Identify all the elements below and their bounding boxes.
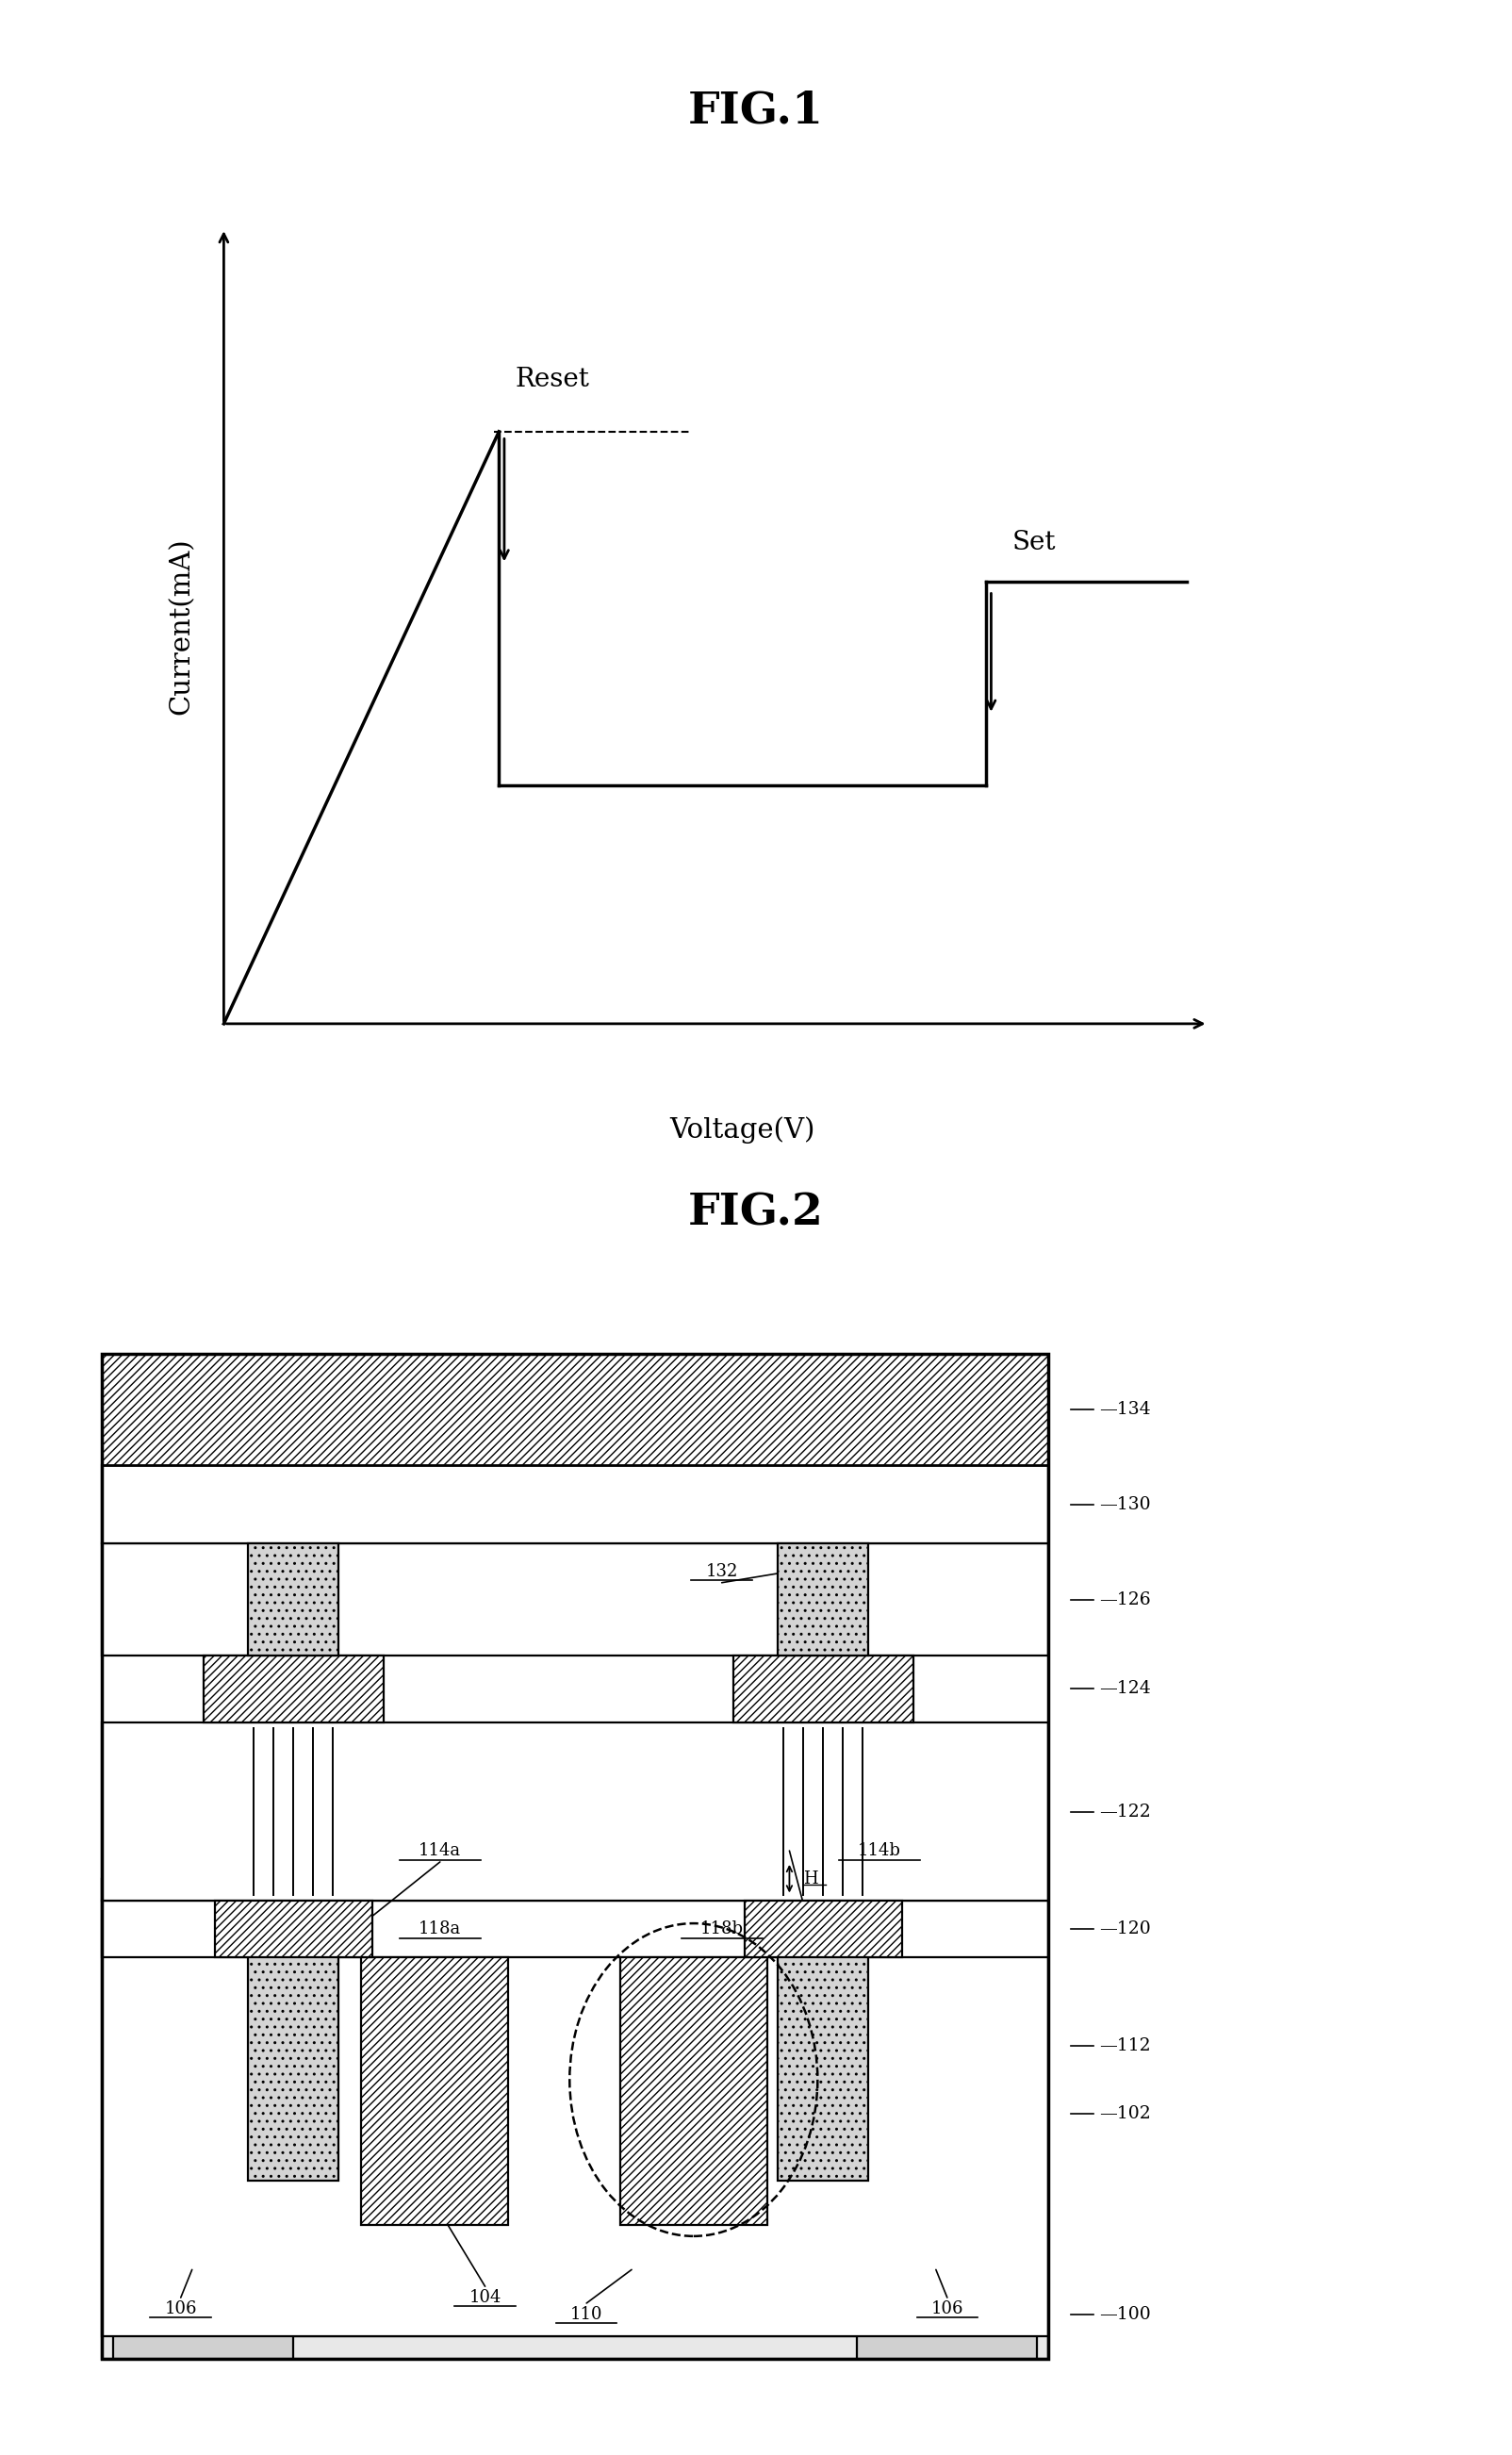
Text: FIG.1: FIG.1 <box>688 88 824 133</box>
Bar <box>733 1655 913 1723</box>
Bar <box>744 1900 903 1957</box>
Bar <box>101 2180 1049 2359</box>
Text: Reset: Reset <box>514 366 590 393</box>
Bar <box>361 1957 508 2224</box>
Bar <box>101 1353 1049 1466</box>
Text: 106: 106 <box>931 2300 963 2318</box>
Text: —130: —130 <box>1099 1495 1151 1512</box>
Text: 106: 106 <box>165 2300 197 2318</box>
Text: Current(mA): Current(mA) <box>168 538 195 714</box>
Bar <box>779 1544 868 1655</box>
Text: FIG.2: FIG.2 <box>688 1191 824 1235</box>
Text: Voltage(V): Voltage(V) <box>670 1117 815 1144</box>
Bar <box>101 1466 1049 1544</box>
Text: 118a: 118a <box>419 1920 461 1937</box>
Bar <box>857 2202 1037 2359</box>
Text: —124: —124 <box>1099 1679 1151 1696</box>
Bar <box>620 1957 767 2224</box>
Bar <box>248 1544 339 1655</box>
Text: —126: —126 <box>1099 1591 1151 1608</box>
Bar <box>203 1655 384 1723</box>
Text: —120: —120 <box>1099 1920 1151 1937</box>
Bar <box>101 1878 1049 2337</box>
Text: —102: —102 <box>1099 2104 1151 2121</box>
Text: Set: Set <box>1013 530 1055 555</box>
Bar <box>779 1935 868 2180</box>
Text: H: H <box>803 1871 818 1888</box>
Bar <box>113 2202 293 2359</box>
Bar <box>101 1353 1049 2359</box>
Text: —112: —112 <box>1099 2038 1151 2055</box>
Bar <box>101 1900 1049 1957</box>
Bar <box>101 1544 1049 1655</box>
Bar <box>215 1900 372 1957</box>
Text: —122: —122 <box>1099 1802 1151 1819</box>
Text: 114a: 114a <box>419 1841 461 1858</box>
Bar <box>101 1723 1049 1900</box>
Bar <box>293 2180 857 2337</box>
Text: —134: —134 <box>1099 1402 1151 1419</box>
Text: 104: 104 <box>469 2288 502 2305</box>
Text: —100: —100 <box>1099 2305 1151 2322</box>
Text: 110: 110 <box>570 2305 603 2322</box>
Text: 132: 132 <box>706 1564 738 1581</box>
Text: 118b: 118b <box>700 1920 744 1937</box>
Bar <box>248 1935 339 2180</box>
Text: 114b: 114b <box>857 1841 901 1858</box>
